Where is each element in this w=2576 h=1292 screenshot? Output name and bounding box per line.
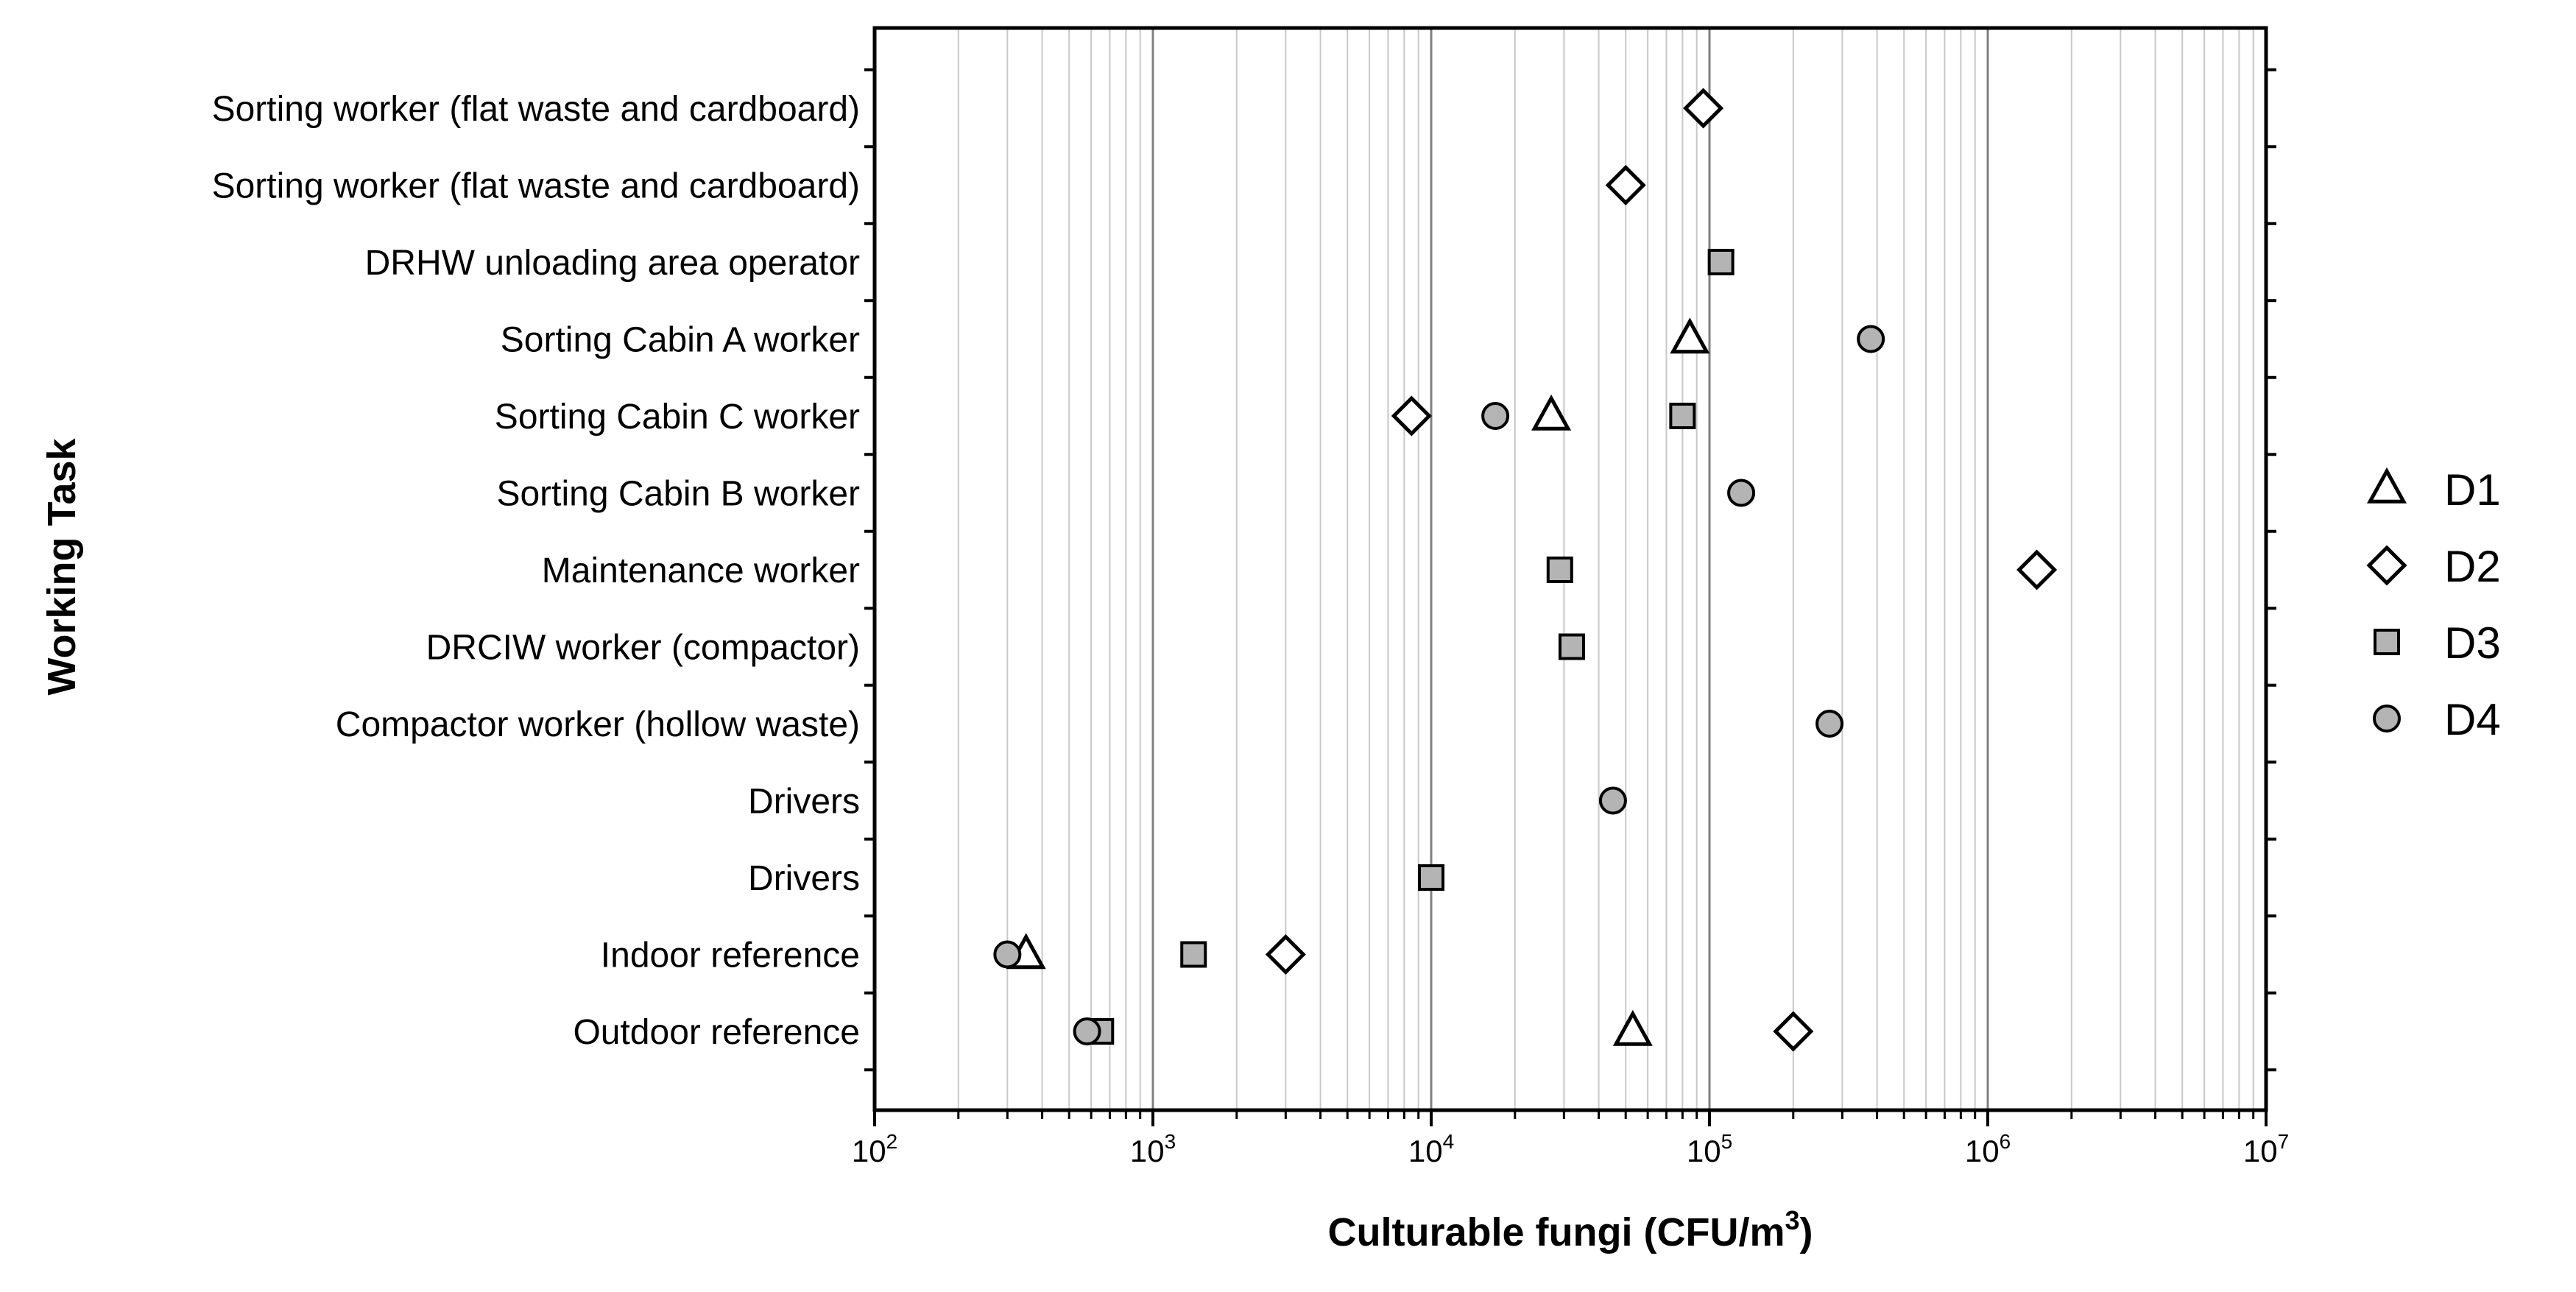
legend-label-d2: D2 (2444, 542, 2501, 591)
plot-frame (872, 26, 2268, 1112)
category-label: Compactor worker (hollow waste) (336, 705, 860, 744)
x-tick-label: 107 (2243, 1130, 2289, 1168)
x-tick-label: 105 (1687, 1130, 1732, 1168)
marker-d2 (1265, 933, 1306, 975)
category-label: Sorting Cabin C worker (495, 398, 860, 437)
legend-marker-d1 (2366, 467, 2407, 504)
category-label: Sorting worker (flat waste and cardboard… (212, 90, 860, 129)
category-label: Drivers (748, 783, 860, 822)
category-label: Maintenance worker (542, 551, 860, 590)
x-tick-labels: 102 103 104 105 106 107 (852, 1130, 2289, 1168)
marker-d1 (1531, 394, 1572, 431)
category-label: DRCIW worker (compactor) (426, 629, 860, 668)
category-label: Outdoor reference (573, 1013, 860, 1052)
tick-layer (864, 68, 2276, 1126)
marker-d1 (1670, 317, 1710, 354)
marker-d3 (1180, 941, 1207, 968)
marker-d4 (1815, 710, 1844, 738)
marker-d2 (1683, 88, 1724, 129)
x-tick-label: 104 (1408, 1130, 1454, 1168)
category-label: Sorting Cabin B worker (496, 475, 860, 514)
legend: D1 D2 D3 D4 (2366, 465, 2501, 744)
x-tick-label: 103 (1130, 1130, 1176, 1168)
category-label: Sorting worker (flat waste and cardboard… (212, 167, 860, 206)
grid-layer (957, 28, 2254, 1110)
marker-d4 (1481, 402, 1510, 430)
x-axis-title: Culturable fungi (CFU/m3) (1328, 1205, 1813, 1254)
y-axis-title: Working Task (40, 437, 84, 695)
x-tick-label: 102 (852, 1130, 897, 1168)
marker-d4 (1598, 786, 1627, 815)
category-labels: Sorting worker (flat waste and cardboard… (212, 90, 860, 1052)
data-markers (993, 88, 2058, 1052)
x-tick-label: 106 (1965, 1130, 2011, 1168)
category-label: Sorting Cabin A worker (501, 321, 860, 360)
marker-d4 (1857, 325, 1885, 353)
legend-marker-d2 (2366, 545, 2407, 586)
legend-label-d3: D3 (2444, 618, 2501, 668)
category-label: Drivers (748, 859, 860, 898)
marker-d1 (1612, 1009, 1653, 1046)
category-label: DRHW unloading area operator (365, 244, 860, 283)
marker-d3 (1558, 633, 1585, 660)
legend-marker-d4 (2373, 705, 2401, 733)
marker-d3 (1669, 403, 1696, 429)
marker-d3 (1707, 249, 1735, 275)
legend-label-d4: D4 (2444, 695, 2501, 744)
marker-d4 (1727, 479, 1756, 507)
marker-d3 (1418, 864, 1444, 891)
legend-label-d1: D1 (2444, 465, 2501, 515)
legend-marker-d3 (2374, 629, 2400, 655)
marker-d2 (1391, 395, 1432, 437)
marker-d4 (993, 940, 1022, 969)
marker-d2 (1605, 164, 1646, 206)
category-label: Indoor reference (601, 936, 860, 975)
marker-d2 (2016, 549, 2058, 590)
marker-d3 (1546, 557, 1573, 583)
marker-d4 (1073, 1017, 1101, 1045)
marker-d2 (1773, 1011, 1814, 1052)
